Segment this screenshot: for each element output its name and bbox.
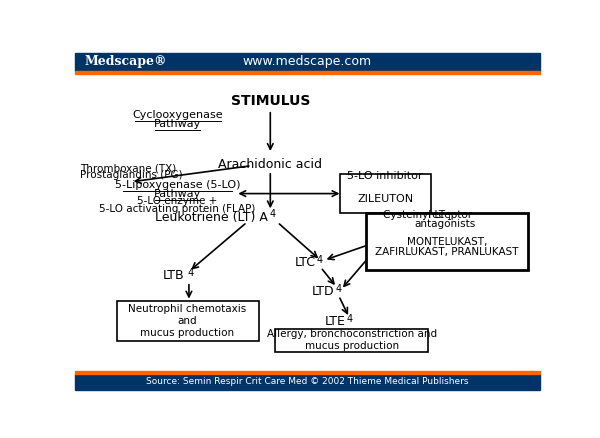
Text: Thromboxane (TX): Thromboxane (TX) [80,163,176,173]
Bar [75,53,540,71]
Text: Cysteinyl LT: Cysteinyl LT [383,210,445,220]
Text: 4: 4 [269,209,275,219]
Text: MONTELUKAST,: MONTELUKAST, [407,237,487,247]
Text: Cyclooxygenase: Cyclooxygenase [132,110,223,120]
Text: Prostaglandins (PG): Prostaglandins (PG) [80,170,182,180]
FancyBboxPatch shape [117,301,259,341]
Text: 5-LO enzyme +: 5-LO enzyme + [137,196,217,206]
Text: ZILEUTON: ZILEUTON [357,194,413,204]
FancyBboxPatch shape [365,213,529,270]
Text: antagonists: antagonists [414,219,475,229]
FancyBboxPatch shape [340,174,431,213]
Text: Neutrophil chemotaxis
and
mucus production: Neutrophil chemotaxis and mucus producti… [128,304,247,338]
Text: 4: 4 [335,283,341,293]
Text: Pathway: Pathway [154,189,201,198]
Text: www.medscape.com: www.medscape.com [243,55,372,68]
Bar [75,71,540,74]
FancyBboxPatch shape [275,329,428,352]
Text: Allergy, bronchoconstriction and
mucus production: Allergy, bronchoconstriction and mucus p… [266,329,437,351]
Text: LTD: LTD [312,285,334,298]
Text: LTB: LTB [163,269,184,283]
Bar [75,371,540,374]
Text: 4: 4 [346,314,352,324]
Text: Leukotriene (LT) A: Leukotriene (LT) A [155,211,268,224]
Text: LTE: LTE [325,315,346,328]
Text: 5-LO inhibitor: 5-LO inhibitor [347,171,423,181]
Text: 5-LO activating protein (FLAP): 5-LO activating protein (FLAP) [99,204,256,214]
Text: Source: Semin Respir Crit Care Med © 2002 Thieme Medical Publishers: Source: Semin Respir Crit Care Med © 200… [146,377,469,386]
Bar [75,374,540,390]
Text: 1: 1 [446,213,451,223]
Text: ZAFIRLUKAST, PRANLUKAST: ZAFIRLUKAST, PRANLUKAST [375,247,519,257]
Text: 5-Lipoxygenase (5-LO): 5-Lipoxygenase (5-LO) [115,180,240,190]
Text: receptor: receptor [428,210,473,220]
Text: Medscape®: Medscape® [84,55,167,68]
Text: Arachidonic acid: Arachidonic acid [218,158,322,171]
Text: 4: 4 [316,255,322,265]
Text: Pathway: Pathway [154,119,201,129]
Text: 4: 4 [185,268,194,278]
Text: LTC: LTC [295,256,316,269]
Text: STIMULUS: STIMULUS [230,94,310,108]
